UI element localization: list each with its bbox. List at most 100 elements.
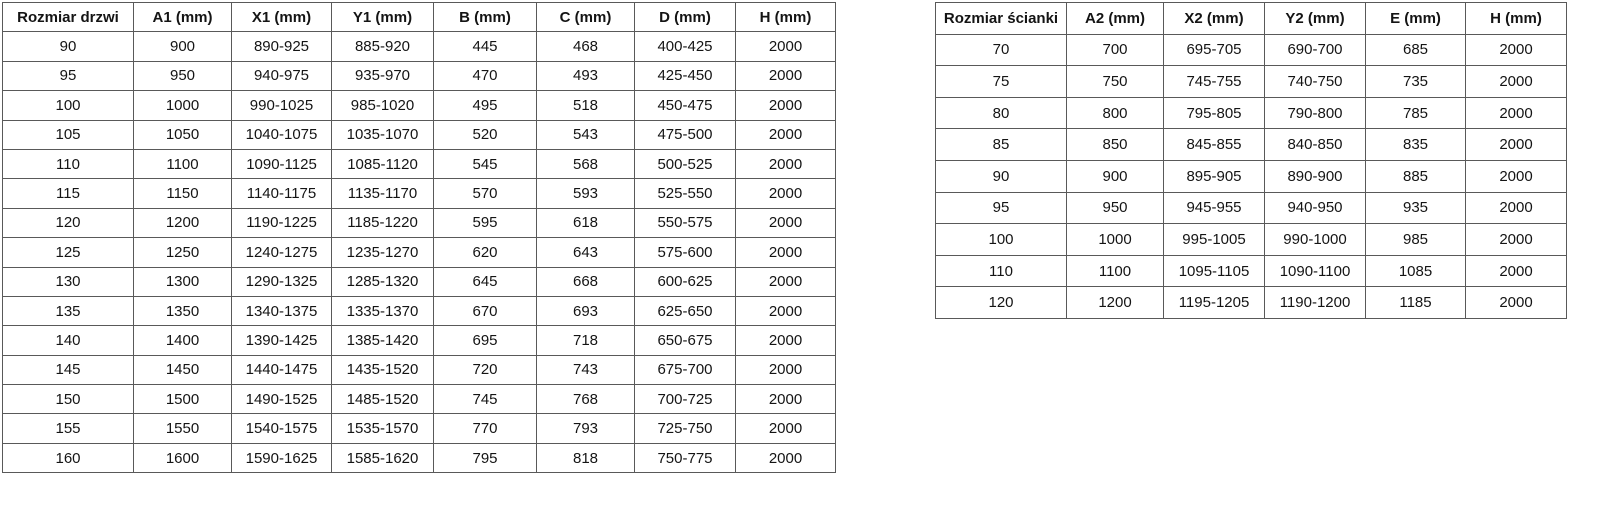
wall-table-cell: 700 [1066, 33, 1164, 67]
door-table-cell: 500-525 [634, 148, 736, 180]
wall-table-cell: 800 [1066, 96, 1164, 130]
table-row: 115 1150 1140-1175 1135-1170 570 593 525-550 20… [2, 178, 836, 209]
door-table-cell: 470 [433, 60, 537, 92]
wall-table-cell: 900 [1066, 159, 1164, 193]
door-table-cell: 935-970 [331, 60, 434, 92]
door-table-cell: 900 [133, 31, 232, 62]
wall-table-cell: 890-900 [1264, 159, 1366, 193]
door-table-cell: 2000 [735, 207, 836, 239]
wall-table-cell: 2000 [1465, 223, 1567, 256]
wall-table-cell: 2000 [1465, 159, 1567, 193]
door-table-cell: 2000 [735, 90, 836, 121]
door-table-cell: 2000 [735, 178, 836, 209]
table-row: 85 850 845-855 840-850 835 2000 [935, 128, 1567, 161]
wall-table-cell: 835 [1365, 128, 1466, 161]
door-table-cell: 568 [536, 148, 635, 180]
door-table-cell: 743 [536, 354, 635, 386]
door-table-cell: 575-600 [634, 237, 736, 268]
door-table-cell: 600-625 [634, 266, 736, 297]
door-table-cell: 495 [433, 90, 537, 121]
wall-table-cell: 2000 [1465, 191, 1567, 225]
door-table-cell: 700-725 [634, 384, 736, 415]
door-table-cell: 1000 [133, 90, 232, 121]
wall-table-cell: 1095-1105 [1163, 254, 1265, 288]
wall-table-cell: 940-950 [1264, 191, 1366, 225]
door-table-cell: 1090-1125 [231, 148, 332, 180]
door-table-cell: 1035-1070 [331, 119, 434, 150]
table-row: 150 1500 1490-1525 1485-1520 745 768 700-725 20… [2, 384, 836, 415]
table-row: 70 700 695-705 690-700 685 2000 [935, 33, 1567, 67]
door-table-cell: 990-1025 [231, 90, 332, 121]
door-table-cell: 1585-1620 [331, 442, 434, 474]
door-table-cell: 445 [433, 31, 537, 62]
door-table-cell: 1135-1170 [331, 178, 434, 209]
table-row: 120 1200 1190-1225 1185-1220 595 618 550-575 20… [2, 207, 836, 239]
door-table-header-cell: X1 (mm) [231, 1, 332, 33]
door-table-cell: 543 [536, 119, 635, 150]
wall-table-header-cell: A2 (mm) [1066, 2, 1164, 35]
header-row: Rozmiar ścianki A2 (mm) X2 (mm) Y2 (mm) E (m… [935, 2, 1567, 35]
door-table-header-cell: A1 (mm) [133, 1, 232, 33]
door-table-cell: 518 [536, 90, 635, 121]
door-table-cell: 725-750 [634, 413, 736, 444]
door-table-cell: 1200 [133, 207, 232, 239]
door-table-cell: 150 [2, 384, 134, 415]
wall-table-cell: 2000 [1465, 128, 1567, 161]
wall-table-cell: 745-755 [1163, 65, 1265, 98]
wall-table-cell: 1185 [1365, 286, 1466, 319]
table-row: 135 1350 1340-1375 1335-1370 670 693 625-650 20… [2, 295, 836, 327]
door-table-cell: 140 [2, 325, 134, 356]
wall-table-cell: 1085 [1365, 254, 1466, 288]
door-table-cell: 145 [2, 354, 134, 386]
table-row: 95 950 945-955 940-950 935 2000 [935, 191, 1567, 225]
wall-table-cell: 885 [1365, 159, 1466, 193]
door-table-cell: 2000 [735, 384, 836, 415]
door-table-cell: 675-700 [634, 354, 736, 386]
wall-table-cell: 85 [935, 128, 1067, 161]
wall-table-cell: 1190-1200 [1264, 286, 1366, 319]
door-table-cell: 2000 [735, 325, 836, 356]
door-table-cell: 750-775 [634, 442, 736, 474]
door-table-cell: 1185-1220 [331, 207, 434, 239]
door-table-cell: 1485-1520 [331, 384, 434, 415]
door-table-cell: 1235-1270 [331, 237, 434, 268]
door-table-cell: 90 [2, 31, 134, 62]
door-table-cell: 818 [536, 442, 635, 474]
door-table-cell: 570 [433, 178, 537, 209]
wall-table-header-cell: Y2 (mm) [1264, 2, 1366, 35]
door-table-cell: 475-500 [634, 119, 736, 150]
door-table-cell: 1285-1320 [331, 266, 434, 297]
door-table-cell: 2000 [735, 60, 836, 92]
door-table-cell: 1335-1370 [331, 295, 434, 327]
table-row: 95 950 940-975 935-970 470 493 425-450 2000 [2, 60, 836, 92]
door-table-cell: 745 [433, 384, 537, 415]
door-table-cell: 718 [536, 325, 635, 356]
door-table-cell: 2000 [735, 295, 836, 327]
door-table-cell: 795 [433, 442, 537, 474]
door-table-cell: 1600 [133, 442, 232, 474]
wall-table-header-cell: E (mm) [1365, 2, 1466, 35]
door-table-cell: 450-475 [634, 90, 736, 121]
wall-table-cell: 1090-1100 [1264, 254, 1366, 288]
wall-table-cell: 690-700 [1264, 33, 1366, 67]
door-table-cell: 645 [433, 266, 537, 297]
table-row: 145 1450 1440-1475 1435-1520 720 743 675-700 20… [2, 354, 836, 386]
wall-table-cell: 985 [1365, 223, 1466, 256]
door-table-cell: 1400 [133, 325, 232, 356]
door-table-cell: 493 [536, 60, 635, 92]
door-table-cell: 1440-1475 [231, 354, 332, 386]
door-table-cell: 1590-1625 [231, 442, 332, 474]
table-row: 125 1250 1240-1275 1235-1270 620 643 575-600 20… [2, 237, 836, 268]
door-table-cell: 1385-1420 [331, 325, 434, 356]
door-table-cell: 2000 [735, 119, 836, 150]
table-row: 100 1000 990-1025 985-1020 495 518 450-475 2000 [2, 90, 836, 121]
door-table-cell: 550-575 [634, 207, 736, 239]
wall-table-cell: 790-800 [1264, 96, 1366, 130]
wall-table-header-cell: H (mm) [1465, 2, 1567, 35]
door-table-cell: 160 [2, 442, 134, 474]
table-row: 130 1300 1290-1325 1285-1320 645 668 600-625 20… [2, 266, 836, 297]
wall-table-cell: 1100 [1066, 254, 1164, 288]
door-table-cell: 620 [433, 237, 537, 268]
door-table-cell: 100 [2, 90, 134, 121]
